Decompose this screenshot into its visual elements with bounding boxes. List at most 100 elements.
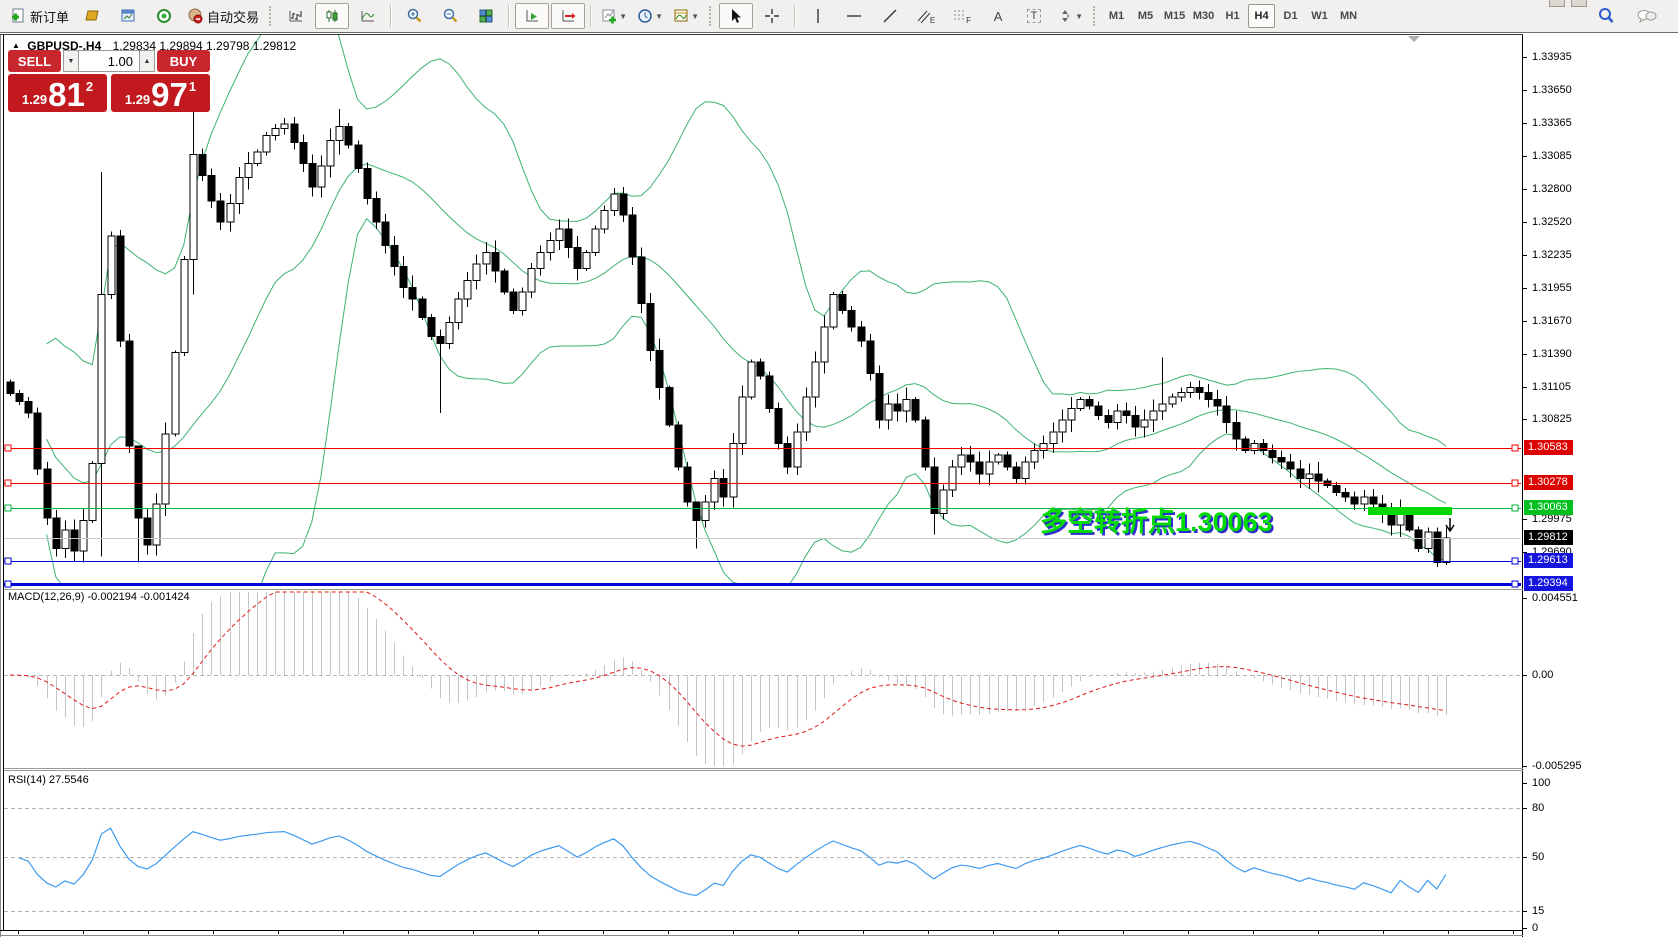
sell-price-prefix: 1.29 xyxy=(21,92,48,107)
axis-tick xyxy=(1523,57,1527,58)
chat-button[interactable] xyxy=(1630,3,1664,29)
trendline-button[interactable] xyxy=(873,3,907,29)
sell-button[interactable]: SELL xyxy=(8,50,62,72)
axis-tick xyxy=(1523,288,1527,289)
toolbar-grip xyxy=(709,6,713,26)
text-label-button[interactable]: T xyxy=(1017,3,1051,29)
axis-tick xyxy=(1523,354,1527,355)
one-click-trading-panel: SELL ▼ ▲ BUY 1.29 81 2 1.29 97 1 xyxy=(8,50,210,112)
line-handle[interactable] xyxy=(4,504,12,512)
axis-tick-label: 1.31955 xyxy=(1532,282,1572,294)
line-handle[interactable] xyxy=(1511,557,1519,565)
chart-shift-button[interactable] xyxy=(551,3,586,29)
new-order-button[interactable]: 新订单 xyxy=(6,3,73,29)
line-handle[interactable] xyxy=(1511,580,1519,588)
new-order-label: 新订单 xyxy=(30,9,70,25)
chevron-down-icon: ▼ xyxy=(619,11,627,21)
timeframe-button-h4[interactable]: H4 xyxy=(1248,4,1276,28)
candlestick-chart-button[interactable] xyxy=(315,3,350,29)
price-axis[interactable]: 1.33935 1.33650 1.33365 1.33085 1.32800 1.325… xyxy=(1523,34,1678,937)
line-chart-icon xyxy=(361,11,375,22)
toolbar-grip xyxy=(1093,6,1097,26)
autotrading-icon xyxy=(188,8,203,24)
line-handle[interactable] xyxy=(1511,504,1519,512)
toolbar-separator xyxy=(508,5,511,27)
window-close-button[interactable] xyxy=(1571,0,1587,7)
text-label-tool-label: T xyxy=(1026,9,1042,23)
templates-button[interactable]: ▼ xyxy=(669,3,703,29)
bar-chart-icon xyxy=(289,11,303,22)
axis-tick xyxy=(1523,766,1527,767)
tile-windows-button[interactable] xyxy=(469,3,503,29)
line-handle[interactable] xyxy=(4,580,12,588)
autotrading-label: 自动交易 xyxy=(207,9,260,25)
equidistant-channel-button[interactable]: E xyxy=(909,3,943,29)
price-tag: 1.30063 xyxy=(1524,500,1573,515)
line-handle[interactable] xyxy=(4,557,12,565)
buy-price-prefix: 1.29 xyxy=(124,92,151,107)
timeframe-button-m5[interactable]: M5 xyxy=(1137,10,1154,22)
cursor-button[interactable] xyxy=(719,3,754,29)
vertical-line-button[interactable] xyxy=(801,3,835,29)
text-button[interactable]: A xyxy=(981,3,1015,29)
autotrading-button[interactable]: 自动交易 xyxy=(183,3,263,29)
timeframe-button-m1[interactable]: M1 xyxy=(1108,10,1125,22)
zoom-out-button[interactable] xyxy=(433,3,467,29)
macd-signal-line xyxy=(9,591,1446,747)
line-handle[interactable] xyxy=(4,444,12,452)
line-handle[interactable] xyxy=(4,479,12,487)
buy-price-box[interactable]: 1.29 97 1 xyxy=(111,74,210,112)
ohlc-values: 1.29834 1.29894 1.29798 1.29812 xyxy=(112,39,297,53)
horizontal-line-icon xyxy=(847,15,862,17)
data-window-button[interactable] xyxy=(147,3,181,29)
crosshair-icon xyxy=(765,9,780,23)
price-tag: 1.29812 xyxy=(1524,530,1573,545)
trendline-icon xyxy=(883,9,897,23)
bar-chart-button[interactable] xyxy=(279,3,313,29)
profiles-button[interactable] xyxy=(75,3,109,29)
highlight-bar[interactable] xyxy=(1368,507,1452,515)
volume-increase-button[interactable]: ▲ xyxy=(139,50,155,72)
macd-histogram xyxy=(19,592,1447,766)
chevron-down-icon: ▼ xyxy=(655,11,663,21)
buy-button[interactable]: BUY xyxy=(156,50,210,72)
triangle-up-icon: ▲ xyxy=(12,41,20,50)
search-button[interactable] xyxy=(1589,3,1623,29)
crosshair-button[interactable] xyxy=(755,3,789,29)
horizontal-line-button[interactable] xyxy=(837,3,871,29)
line-handle[interactable] xyxy=(1511,444,1519,452)
sell-price-box[interactable]: 1.29 81 2 xyxy=(8,74,107,112)
timeframe-button-m30[interactable]: M30 xyxy=(1192,10,1215,22)
auto-scroll-button[interactable] xyxy=(515,3,550,29)
timeframe-button-h1[interactable]: H1 xyxy=(1225,10,1240,22)
volume-decrease-button[interactable]: ▼ xyxy=(63,50,79,72)
zoom-in-button[interactable] xyxy=(397,3,431,29)
fibonacci-icon xyxy=(954,10,966,20)
zoom-out-icon xyxy=(443,8,458,23)
buy-price-sup: 1 xyxy=(188,79,197,94)
arrows-button[interactable]: ▼ xyxy=(1053,3,1087,29)
rsi-label: RSI(14) 27.5546 xyxy=(8,774,89,786)
line-chart-button[interactable] xyxy=(351,3,385,29)
candlestick-chart-icon xyxy=(326,10,338,22)
bollinger-band xyxy=(46,34,1447,447)
fibonacci-button[interactable]: F xyxy=(945,3,979,29)
chart-canvas[interactable] xyxy=(0,34,1678,937)
timeframe-button-d1[interactable]: D1 xyxy=(1283,10,1298,22)
annotation-text[interactable]: 多空转折点1.30063 xyxy=(1040,507,1273,537)
rsi-line xyxy=(18,827,1447,897)
toolbar: 新订单 自动交易 xyxy=(0,0,1678,33)
timeframe-button-mn[interactable]: MN xyxy=(1339,10,1358,22)
timeframe-button-w1[interactable]: W1 xyxy=(1311,10,1328,22)
window-restore-button[interactable] xyxy=(1549,0,1565,7)
axis-tick-label: 0.004551 xyxy=(1532,592,1578,604)
line-handle[interactable] xyxy=(1511,479,1519,487)
periods-button[interactable]: ▼ xyxy=(633,3,667,29)
timeframe-button-m15[interactable]: M15 xyxy=(1163,10,1186,22)
indicators-button[interactable]: ▼ xyxy=(597,3,631,29)
new-chart-button[interactable] xyxy=(111,3,145,29)
volume-input[interactable] xyxy=(79,50,139,72)
price-tag: 1.29394 xyxy=(1524,576,1573,591)
axis-tick-label: 0.00 xyxy=(1532,669,1554,681)
scroll-indicator-icon xyxy=(1408,36,1420,42)
